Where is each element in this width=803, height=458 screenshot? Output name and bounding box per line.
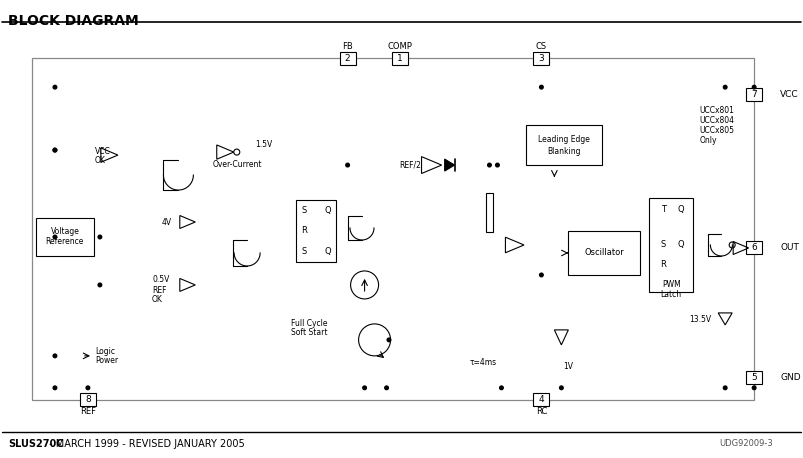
Text: REF/2: REF/2 xyxy=(399,161,421,169)
Text: Over-Current: Over-Current xyxy=(213,159,262,169)
Text: Q: Q xyxy=(677,240,683,250)
Text: - MARCH 1999 - REVISED JANUARY 2005: - MARCH 1999 - REVISED JANUARY 2005 xyxy=(46,439,244,449)
Text: REF: REF xyxy=(79,407,96,416)
Circle shape xyxy=(53,148,57,152)
Text: GND: GND xyxy=(779,373,800,382)
Text: 0.5V: 0.5V xyxy=(153,275,169,284)
Text: Logic: Logic xyxy=(95,347,115,356)
Circle shape xyxy=(86,386,90,390)
Bar xyxy=(36,218,94,256)
Text: OK: OK xyxy=(152,295,162,305)
Text: 7: 7 xyxy=(750,90,756,98)
Text: Power: Power xyxy=(95,356,118,365)
Bar xyxy=(532,52,548,65)
Text: 1V: 1V xyxy=(563,362,573,371)
Bar xyxy=(339,52,355,65)
Text: τ=4ms: τ=4ms xyxy=(469,358,496,367)
Text: BLOCK DIAGRAM: BLOCK DIAGRAM xyxy=(8,14,139,28)
Text: VCC: VCC xyxy=(779,90,797,98)
Text: COMP: COMP xyxy=(386,42,411,51)
Text: UDG92009-3: UDG92009-3 xyxy=(719,439,772,448)
Circle shape xyxy=(362,386,366,390)
Text: 3: 3 xyxy=(538,54,544,63)
Text: Only: Only xyxy=(699,136,715,145)
Text: R: R xyxy=(300,227,306,235)
Text: R: R xyxy=(659,261,666,269)
Text: 8: 8 xyxy=(85,395,91,404)
Circle shape xyxy=(53,235,57,239)
Bar xyxy=(532,393,548,406)
Text: FB: FB xyxy=(342,42,353,51)
Text: Voltage: Voltage xyxy=(51,228,79,236)
Circle shape xyxy=(387,338,390,342)
Circle shape xyxy=(723,386,726,390)
Text: S: S xyxy=(300,247,306,256)
Text: S: S xyxy=(660,240,665,250)
Bar xyxy=(526,125,601,165)
Text: Soft Start: Soft Start xyxy=(291,328,328,338)
Text: Oscillator: Oscillator xyxy=(584,249,623,257)
Text: Reference: Reference xyxy=(46,238,84,246)
Bar xyxy=(32,58,753,400)
Text: Full Cycle: Full Cycle xyxy=(291,319,328,328)
Circle shape xyxy=(98,283,101,287)
Text: UCCx805: UCCx805 xyxy=(699,125,733,135)
Circle shape xyxy=(752,386,755,390)
Bar xyxy=(649,197,692,292)
Circle shape xyxy=(53,354,57,358)
Text: 13.5V: 13.5V xyxy=(688,316,711,324)
Circle shape xyxy=(53,85,57,89)
Text: Leading Edge: Leading Edge xyxy=(538,135,589,144)
Text: 4V: 4V xyxy=(161,218,172,227)
Bar xyxy=(391,52,407,65)
Text: 2: 2 xyxy=(344,54,350,63)
Circle shape xyxy=(53,386,57,390)
Text: Latch: Latch xyxy=(660,290,681,300)
Text: Blanking: Blanking xyxy=(547,147,581,156)
Text: T: T xyxy=(660,205,665,213)
Text: 1.5V: 1.5V xyxy=(255,140,271,148)
Text: 4: 4 xyxy=(538,395,544,404)
Text: SLUS270C: SLUS270C xyxy=(8,439,63,449)
Text: RC: RC xyxy=(535,407,546,416)
Circle shape xyxy=(98,235,101,239)
Circle shape xyxy=(53,148,57,152)
Circle shape xyxy=(385,386,388,390)
Bar xyxy=(296,200,335,262)
Text: OK: OK xyxy=(95,156,106,164)
Text: 6: 6 xyxy=(750,244,756,252)
Text: CS: CS xyxy=(535,42,546,51)
Text: 5: 5 xyxy=(750,373,756,382)
Text: Q: Q xyxy=(324,247,331,256)
Bar xyxy=(485,192,492,233)
Circle shape xyxy=(487,163,491,167)
Text: VCC: VCC xyxy=(95,147,111,156)
Circle shape xyxy=(559,386,562,390)
Text: 1: 1 xyxy=(396,54,402,63)
Polygon shape xyxy=(444,159,454,171)
Text: UCCx801: UCCx801 xyxy=(699,106,733,114)
Text: S: S xyxy=(300,206,306,214)
Circle shape xyxy=(495,163,499,167)
Circle shape xyxy=(345,163,349,167)
Circle shape xyxy=(752,85,755,89)
Text: Q: Q xyxy=(677,205,683,213)
Bar xyxy=(745,87,761,101)
Bar xyxy=(568,231,639,275)
Text: PWM: PWM xyxy=(661,280,680,289)
Text: Q: Q xyxy=(324,206,331,214)
Text: OUT: OUT xyxy=(779,244,798,252)
Circle shape xyxy=(539,85,543,89)
Text: REF: REF xyxy=(152,286,166,295)
Circle shape xyxy=(499,386,503,390)
Text: UCCx804: UCCx804 xyxy=(699,115,733,125)
Circle shape xyxy=(539,273,543,277)
Bar xyxy=(79,393,96,406)
Bar xyxy=(745,371,761,384)
Bar xyxy=(745,241,761,255)
Circle shape xyxy=(723,85,726,89)
